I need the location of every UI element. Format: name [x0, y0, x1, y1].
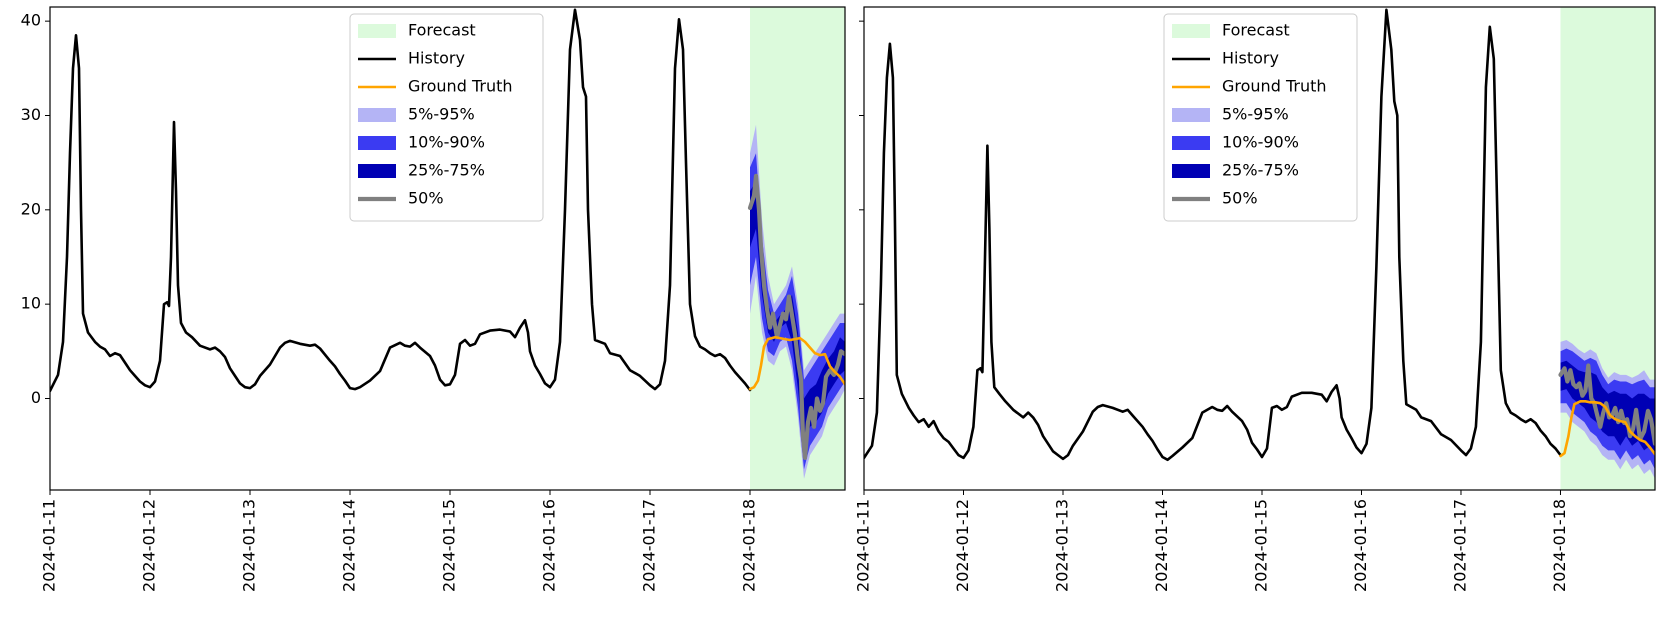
y-tick-label: 40: [21, 11, 41, 30]
x-tick-label: 2024-01-13: [240, 499, 259, 592]
legend-swatch: [1172, 164, 1210, 178]
median-line: [1558, 363, 1655, 446]
legend-label: 50%: [408, 189, 444, 208]
ground-truth-line: [748, 335, 845, 391]
x-tick-label: 2024-01-12: [953, 499, 972, 592]
legend-label: Forecast: [1222, 21, 1290, 40]
history-line: [50, 8, 752, 393]
y-tick-label: 20: [21, 199, 41, 218]
plot-area: [50, 7, 845, 490]
x-tick-label: 2024-01-14: [1152, 499, 1171, 592]
legend-label: 5%-95%: [408, 105, 475, 124]
legend-box: [1163, 13, 1358, 222]
band-25-75: [750, 181, 845, 451]
x-tick-label: 2024-01-18: [1550, 499, 1569, 592]
legend-label: 25%-75%: [1222, 161, 1299, 180]
x-tick-label: 2024-01-15: [1251, 499, 1270, 592]
legend-label: 10%-90%: [1222, 133, 1299, 152]
legend-label: Ground Truth: [408, 77, 513, 96]
legend-label: Forecast: [408, 21, 476, 40]
y-tick-label: 30: [21, 105, 41, 124]
legend: Forecast History Ground Truth 5%-95% 10%-90%…: [349, 13, 544, 222]
x-tick-label: 2024-01-14: [340, 499, 359, 592]
axes-frame: [863, 6, 1656, 491]
legend-label: 10%-90%: [408, 133, 485, 152]
x-tick-label: 2024-01-17: [1450, 499, 1469, 592]
x-tick-label: 2024-01-18: [740, 499, 759, 592]
legend-label: 50%: [1222, 189, 1258, 208]
x-tick-label: 2024-01-16: [540, 499, 559, 592]
legend-swatch: [1172, 108, 1210, 122]
x-tick-label: 2024-01-11: [854, 499, 873, 592]
median-line: [747, 173, 845, 460]
y-tick-label: 0: [31, 388, 41, 407]
legend-swatch: [358, 24, 396, 38]
legend-label: History: [408, 49, 465, 68]
legend-label: Ground Truth: [1222, 77, 1327, 96]
legend-label: History: [1222, 49, 1279, 68]
legend: Forecast History Ground Truth 5%-95% 10%-90%…: [1163, 13, 1358, 222]
legend-swatch: [1172, 136, 1210, 150]
x-tick-label: 2024-01-12: [140, 499, 159, 592]
x-tick-label: 2024-01-13: [1052, 499, 1071, 592]
axes-frame: [49, 6, 846, 491]
plot-area: [864, 7, 1655, 490]
legend-label: 25%-75%: [408, 161, 485, 180]
x-tick-label: 2024-01-16: [1351, 499, 1370, 592]
x-tick-label: 2024-01-17: [640, 499, 659, 592]
ground-truth-line: [1559, 399, 1655, 458]
x-tick-label: 2024-01-11: [40, 499, 59, 592]
x-tick-label: 2024-01-15: [440, 499, 459, 592]
legend-swatch: [358, 136, 396, 150]
legend-swatch: [358, 164, 396, 178]
legend-swatch: [1172, 24, 1210, 38]
left-panel: 2024-01-11 2024-01-12 2024-01-13 2024-01-14…: [21, 6, 846, 592]
history-line: [864, 8, 1562, 462]
y-tick-label: 10: [21, 294, 41, 313]
legend-box: [349, 13, 544, 222]
legend-label: 5%-95%: [1222, 105, 1289, 124]
right-panel: 2024-01-11 2024-01-12 2024-01-13 2024-01-14…: [854, 6, 1656, 592]
legend-swatch: [358, 108, 396, 122]
